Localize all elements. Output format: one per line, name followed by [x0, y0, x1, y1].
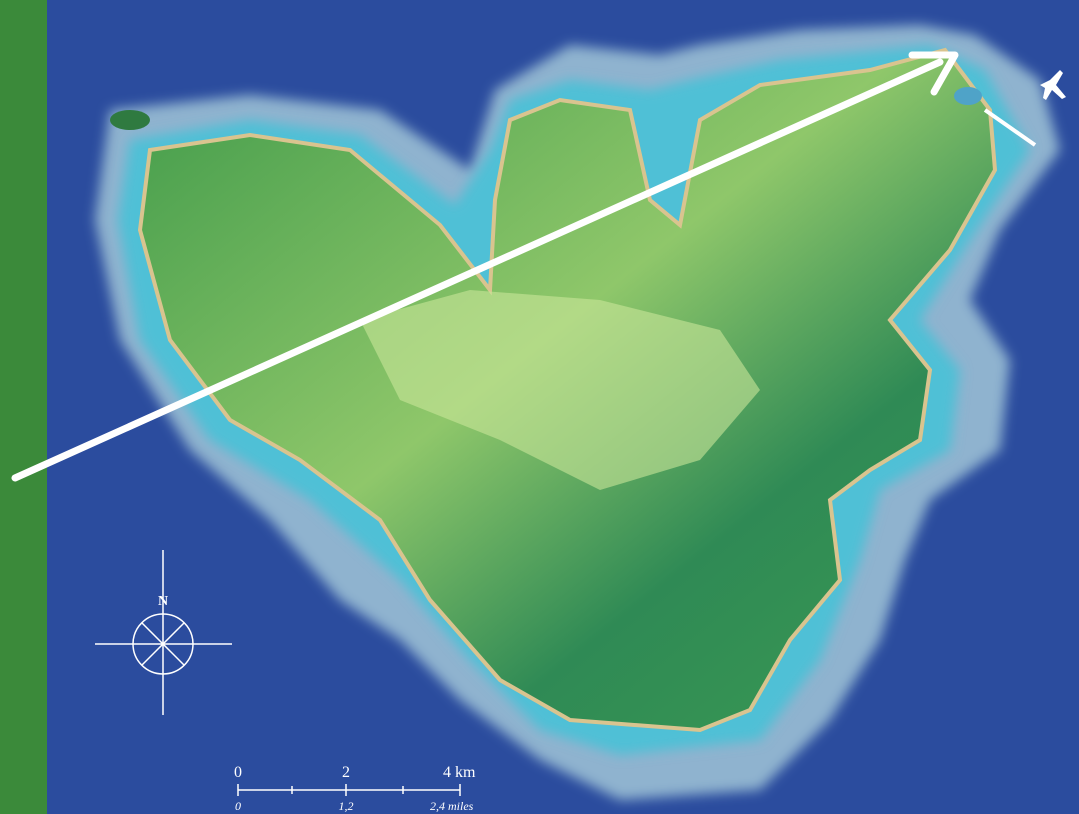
arrow-line: [11, 58, 944, 482]
runway: [983, 108, 1037, 147]
mile-label: 1,2: [339, 799, 354, 813]
mile-label: 2,4 miles: [430, 799, 474, 813]
arrow-head: [908, 51, 959, 96]
km-label: 4 km: [443, 764, 476, 781]
airplane-icon: [1040, 70, 1066, 100]
compass-rose: [95, 550, 232, 715]
km-label: 2: [342, 764, 350, 781]
islet: [110, 110, 150, 130]
scale-bar: [237, 784, 461, 796]
ridge: [360, 290, 760, 490]
pond: [954, 87, 982, 105]
mile-label: 0: [235, 799, 241, 813]
km-label: 0: [234, 764, 242, 781]
side-strip: [0, 0, 47, 814]
compass-label: N: [158, 594, 168, 609]
